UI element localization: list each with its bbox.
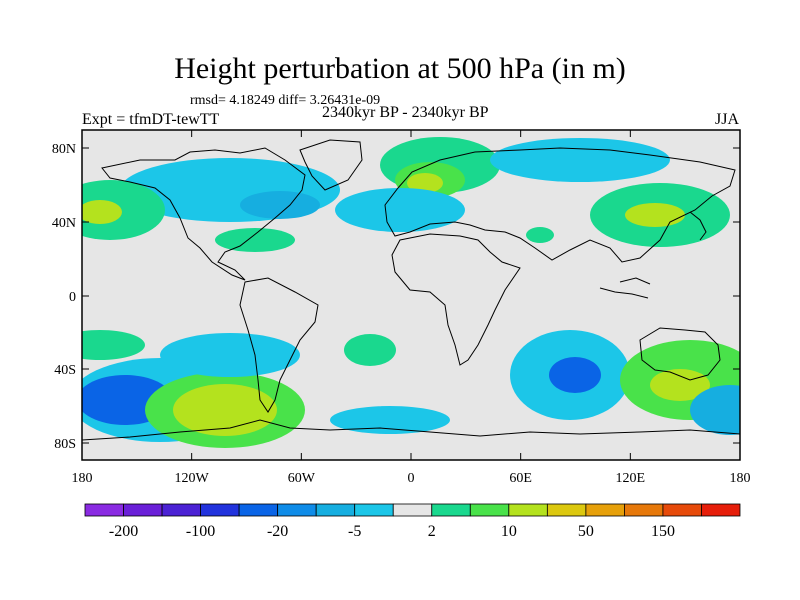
legend-label: -5 (348, 523, 361, 540)
legend-swatch (469, 503, 510, 517)
coastline-eurasia (384, 147, 736, 263)
legend-label: -200 (109, 523, 138, 540)
legend-swatch (238, 503, 279, 517)
contour-asia-pos-core (625, 203, 685, 227)
legend-swatch (392, 503, 433, 517)
contour-fields (82, 137, 740, 448)
contour-na-neg-core (240, 191, 320, 219)
lon-tick-label: 0 (408, 471, 415, 486)
contour-sa-neg (160, 333, 300, 377)
legend-label: -100 (186, 523, 215, 540)
legend-swatch (200, 503, 240, 517)
coastline-south-america (239, 277, 319, 413)
legend-swatch (354, 503, 394, 517)
legend-swatch (662, 503, 702, 517)
color-legend: -200 -100 -20 -5 2 10 50 150 (84, 503, 741, 540)
legend-label: 2 (428, 523, 436, 540)
legend-swatch (315, 503, 356, 517)
legend-swatch (585, 503, 625, 517)
lon-tick-label: 180 (72, 471, 93, 486)
stats-label: rmsd= 4.18249 diff= 3.26431e-09 (190, 93, 381, 108)
coastline-australia (639, 327, 721, 381)
contour-scand-pos-core (407, 173, 443, 193)
axis-tick-labels: 80N 40N 0 40S 80S 180 120W 60W 0 60E 120E 180 (52, 142, 751, 486)
coastline-japan (689, 211, 707, 241)
map-title: Height perturbation at 500 hPa (in m) (174, 52, 626, 85)
contour-aus-pos-core (650, 369, 710, 401)
coastlines (82, 139, 740, 441)
legend-label: -20 (267, 523, 288, 540)
lon-tick-label: 120E (616, 471, 646, 486)
contour-pacific-pos-core (82, 200, 122, 224)
legend-label: 150 (651, 523, 675, 540)
contour-siberia-neg (490, 138, 670, 182)
contour-atlantic-pos (215, 228, 295, 252)
lat-tick-label: 0 (69, 290, 76, 305)
contour-med-pos (526, 227, 554, 243)
lon-tick-label: 60W (288, 471, 316, 486)
coastline-africa (391, 233, 521, 366)
legend-swatch (84, 503, 124, 517)
contour-sp-pos-core (173, 384, 277, 436)
lat-tick-label: 80S (54, 437, 76, 452)
coastline-indonesia (599, 277, 651, 299)
season-label: JJA (715, 111, 740, 128)
legend-swatch (431, 503, 471, 517)
lon-tick-label: 180 (730, 471, 751, 486)
legend-swatch (161, 503, 201, 517)
lat-tick-label: 40N (52, 216, 76, 231)
coastline-antarctica (82, 419, 740, 441)
lon-tick-label: 60E (509, 471, 532, 486)
contour-antarctic-neg (330, 406, 450, 434)
legend-swatch (508, 503, 548, 517)
contour-satl-pos (344, 334, 396, 366)
coastline-greenland (299, 139, 363, 191)
contour-europe-neg (335, 188, 465, 232)
legend-swatch (123, 503, 163, 517)
contour-sw-pos (82, 330, 145, 360)
legend-label: 10 (501, 523, 517, 540)
contour-io-neg-core (549, 357, 601, 393)
legend-swatch (624, 503, 664, 517)
lon-tick-label: 120W (175, 471, 210, 486)
lat-tick-label: 80N (52, 142, 76, 157)
coastline-north-america (101, 147, 306, 281)
experiment-label: Expt = tfmDT-tewTT (82, 111, 220, 128)
legend-swatch (277, 503, 317, 517)
legend-swatch (546, 503, 587, 517)
period-label: 2340kyr BP - 2340kyr BP (322, 104, 489, 121)
lat-tick-label: 40S (54, 363, 76, 378)
legend-swatch (701, 503, 741, 517)
contour-se-neg (690, 385, 740, 435)
legend-label: 50 (578, 523, 594, 540)
axis-ticks (81, 130, 741, 460)
contour-pacific-pos (82, 180, 165, 240)
